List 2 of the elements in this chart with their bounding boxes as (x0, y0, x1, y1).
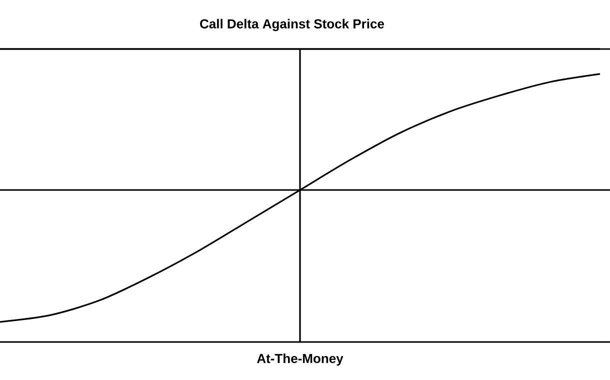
chart-title: Call Delta Against Stock Price (200, 18, 384, 32)
x-axis-title: At-The-Money (257, 354, 344, 366)
